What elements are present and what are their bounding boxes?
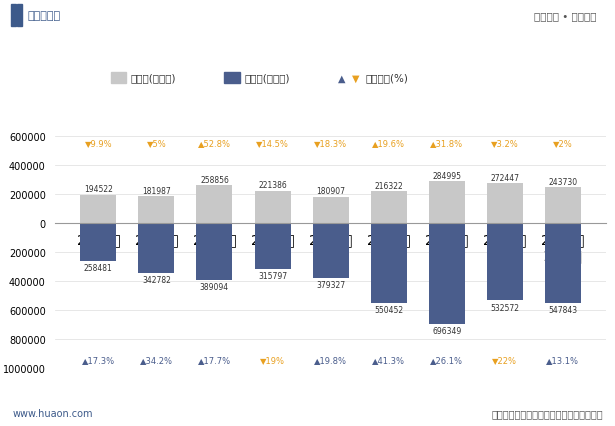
- Text: 272447: 272447: [490, 173, 519, 182]
- Text: 342782: 342782: [142, 275, 171, 284]
- Text: 547843: 547843: [548, 305, 577, 314]
- Text: ▲: ▲: [338, 73, 346, 83]
- Text: 进口额(万美元): 进口额(万美元): [244, 73, 290, 83]
- Text: 180907: 180907: [316, 187, 345, 196]
- Text: 243730: 243730: [548, 177, 577, 186]
- Text: ▲17.7%: ▲17.7%: [198, 355, 231, 364]
- Text: ▲26.1%: ▲26.1%: [430, 355, 463, 364]
- Bar: [138, 223, 175, 273]
- Text: 专业严谨 • 客观科学: 专业严谨 • 客观科学: [534, 11, 597, 21]
- Text: 221386: 221386: [258, 181, 287, 190]
- Text: ▼14.5%: ▼14.5%: [256, 138, 289, 147]
- Text: 284995: 284995: [432, 171, 461, 180]
- Text: 389094: 389094: [200, 282, 229, 291]
- Text: www.huaon.com: www.huaon.com: [12, 408, 93, 418]
- Bar: [138, 197, 175, 223]
- Text: ▲17.3%: ▲17.3%: [82, 355, 115, 364]
- Bar: [111, 73, 126, 83]
- Text: 181987: 181987: [142, 186, 171, 195]
- Text: 696349: 696349: [432, 327, 461, 336]
- Bar: [17, 5, 22, 27]
- Text: ▲34.2%: ▲34.2%: [140, 355, 173, 364]
- Bar: [81, 195, 116, 223]
- Bar: [312, 223, 349, 279]
- Bar: [486, 184, 523, 223]
- Bar: [81, 223, 116, 261]
- Text: 532572: 532572: [490, 303, 519, 312]
- Text: ▼19%: ▼19%: [260, 355, 285, 364]
- Text: ▼3.2%: ▼3.2%: [491, 138, 518, 147]
- Text: 数据来源：中国海关，华经产业研究院整理: 数据来源：中国海关，华经产业研究院整理: [491, 408, 603, 418]
- Text: 2016-2024年11月甘肃省(境内目的地/货源地)进、出口额: 2016-2024年11月甘肃省(境内目的地/货源地)进、出口额: [165, 41, 450, 56]
- Text: 216322: 216322: [375, 181, 403, 190]
- Bar: [486, 223, 523, 301]
- Bar: [11, 5, 16, 27]
- Text: ▼9.9%: ▼9.9%: [84, 138, 112, 147]
- Text: ▲13.1%: ▲13.1%: [546, 355, 579, 364]
- Text: ▼: ▼: [352, 73, 359, 83]
- Text: ▲31.8%: ▲31.8%: [430, 138, 463, 147]
- Bar: [224, 73, 240, 83]
- Text: 华经情报网: 华经情报网: [28, 11, 61, 21]
- Bar: [196, 186, 232, 223]
- Bar: [371, 223, 407, 303]
- Text: 379327: 379327: [316, 281, 345, 290]
- Text: ▲52.8%: ▲52.8%: [198, 138, 231, 147]
- Bar: [429, 223, 465, 325]
- Text: ▲41.3%: ▲41.3%: [372, 355, 405, 364]
- Bar: [429, 182, 465, 223]
- Bar: [312, 197, 349, 223]
- Bar: [545, 188, 581, 223]
- Text: 315797: 315797: [258, 271, 287, 280]
- Text: ▼22%: ▼22%: [492, 355, 517, 364]
- Bar: [196, 223, 232, 280]
- Text: ▼18.3%: ▼18.3%: [314, 138, 347, 147]
- Text: ▲19.8%: ▲19.8%: [314, 355, 347, 364]
- Bar: [371, 192, 407, 223]
- Bar: [255, 191, 290, 223]
- Text: 同比增长(%): 同比增长(%): [365, 73, 408, 83]
- Text: 258481: 258481: [84, 263, 113, 272]
- Bar: [545, 223, 581, 303]
- Text: ▼2%: ▼2%: [553, 138, 573, 147]
- Text: 出口额(万美元): 出口额(万美元): [130, 73, 176, 83]
- Bar: [255, 223, 290, 269]
- Text: 258856: 258856: [200, 175, 229, 184]
- Text: 550452: 550452: [374, 305, 403, 314]
- Text: 194522: 194522: [84, 184, 113, 193]
- Text: ▼5%: ▼5%: [146, 138, 166, 147]
- Text: ▲19.6%: ▲19.6%: [372, 138, 405, 147]
